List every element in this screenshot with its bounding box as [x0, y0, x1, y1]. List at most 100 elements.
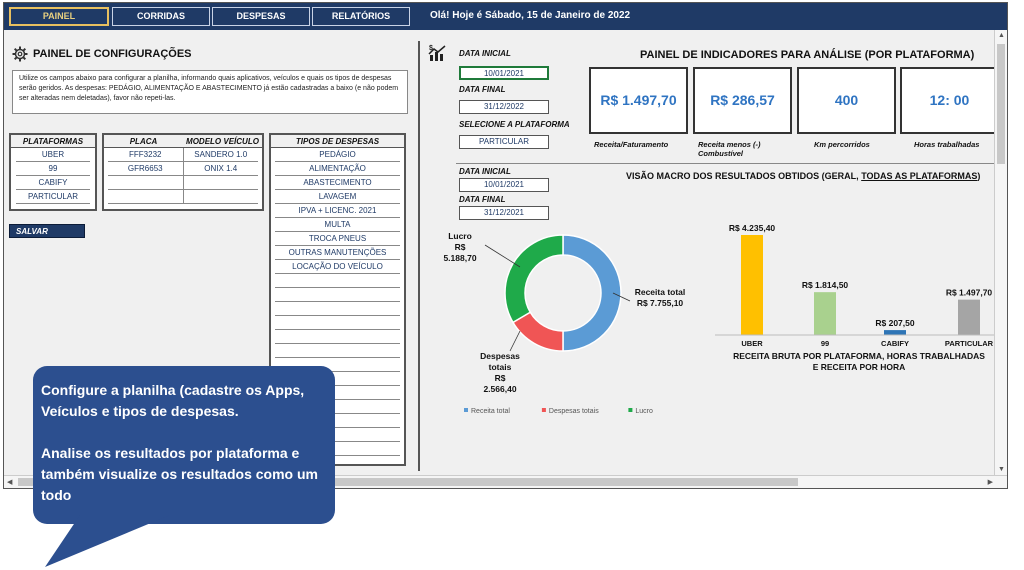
- expense-cell[interactable]: [275, 442, 400, 456]
- tab-despesas[interactable]: DESPESAS: [212, 7, 310, 26]
- model-cell[interactable]: [183, 176, 258, 190]
- expense-cell[interactable]: MULTA: [275, 218, 400, 232]
- platform-select[interactable]: PARTICULAR: [459, 135, 549, 149]
- macro-start-input[interactable]: 10/01/2021: [459, 178, 549, 192]
- donut-data-label: Receita total R$ 7.755,10: [635, 287, 686, 308]
- expense-cell[interactable]: [275, 428, 400, 442]
- legend-label: Despesas totais: [549, 408, 599, 415]
- kpi-receita: R$ 1.497,70: [589, 67, 688, 134]
- platform-cell[interactable]: UBER: [16, 148, 90, 162]
- filter-start-label: DATA INICIAL: [459, 49, 511, 58]
- legend-swatch: [541, 408, 546, 412]
- leader-line: [509, 330, 521, 352]
- legend-label: Receita total: [471, 408, 510, 415]
- config-description: Utilize os campos abaixo para configurar…: [12, 70, 408, 114]
- expense-cell[interactable]: ALIMENTAÇÃO: [275, 162, 400, 176]
- model-cell[interactable]: SANDERO 1.0: [183, 148, 258, 162]
- platform-cell[interactable]: PARTICULAR: [16, 190, 90, 204]
- scroll-right-icon[interactable]: ▶: [987, 479, 993, 486]
- scroll-down-icon[interactable]: ▼: [998, 466, 1005, 473]
- config-title: PAINEL DE CONFIGURAÇÕES: [33, 48, 192, 60]
- donut-data-label: Lucro R$ 5.188,70: [443, 231, 476, 263]
- expense-cell[interactable]: [275, 302, 400, 316]
- panel-divider: [418, 41, 420, 471]
- donut-chart: Receita total R$ 7.755,10 Despesas totais R$…: [443, 231, 686, 415]
- expense-cell[interactable]: [275, 330, 400, 344]
- expense-cell[interactable]: OUTRAS MANUTENÇÕES: [275, 246, 400, 260]
- kpi-km: 400: [797, 67, 896, 134]
- expense-cell[interactable]: IPVA + LICENC. 2021: [275, 204, 400, 218]
- bar: [814, 292, 836, 335]
- expense-cell[interactable]: [275, 414, 400, 428]
- model-cell[interactable]: ONIX 1.4: [183, 162, 258, 176]
- expense-cell[interactable]: [275, 386, 400, 400]
- kpi-caption: Km percorridos: [814, 140, 870, 149]
- legend-label: Lucro: [635, 408, 653, 415]
- bar-value-label: R$ 1.497,70: [946, 288, 993, 298]
- macro-start-label: DATA INICIAL: [459, 167, 511, 176]
- callout-line1: Configure a planilha (cadastre os Apps, …: [41, 382, 305, 419]
- legend-swatch: [464, 408, 468, 412]
- vertical-scrollbar[interactable]: ▲ ▼: [994, 30, 1007, 475]
- bar-category-label: 99: [821, 339, 829, 348]
- platform-cell[interactable]: CABIFY: [16, 176, 90, 190]
- expense-cell[interactable]: [275, 274, 400, 288]
- platforms-header: PLATAFORMAS: [11, 135, 95, 148]
- bar-chart-xlabel: RECEITA BRUTA POR PLATAFORMA, HORAS TRAB…: [733, 351, 985, 372]
- expense-cell[interactable]: TROCA PNEUS: [275, 232, 400, 246]
- kpi-caption: Horas trabalhadas: [914, 140, 980, 149]
- expense-cell[interactable]: [275, 400, 400, 414]
- expense-cell[interactable]: [275, 358, 400, 372]
- gear-icon: [12, 46, 28, 62]
- platforms-table: PLATAFORMAS UBER 99 CABIFY PARTICULAR: [9, 133, 97, 211]
- kpi-receita-menos-combustivel: R$ 286,57: [693, 67, 792, 134]
- scroll-left-icon[interactable]: ◀: [7, 479, 13, 486]
- expense-cell[interactable]: ABASTECIMENTO: [275, 176, 400, 190]
- expense-cell[interactable]: [275, 288, 400, 302]
- bar-value-label: R$ 207,50: [875, 318, 914, 328]
- bar: [741, 235, 763, 335]
- plate-cell[interactable]: FFF3232: [108, 148, 184, 162]
- kpi-horas: 12: 00: [900, 67, 999, 134]
- platform-cell[interactable]: 99: [16, 162, 90, 176]
- callout-bubble: Configure a planilha (cadastre os Apps, …: [33, 366, 335, 524]
- tab-relatorios[interactable]: RELATÓRIOS: [312, 7, 410, 26]
- macro-title: VISÃO MACRO DOS RESULTADOS OBTIDOS (GERA…: [626, 171, 981, 181]
- plate-cell[interactable]: [108, 190, 184, 204]
- chart-dollar-icon: $: [428, 45, 446, 61]
- leader-line: [484, 244, 521, 268]
- expenses-header: TIPOS DE DESPESAS: [271, 135, 404, 148]
- save-button[interactable]: SALVAR: [9, 224, 85, 238]
- tab-painel[interactable]: PAINEL: [9, 7, 109, 26]
- expense-cell[interactable]: [275, 316, 400, 330]
- kpi-caption: Receita/Faturamento: [594, 140, 669, 149]
- scroll-up-icon[interactable]: ▲: [998, 32, 1005, 39]
- kpi-caption: Receita menos (-) Combustível: [698, 140, 761, 158]
- bar: [884, 330, 906, 335]
- plate-cell[interactable]: [108, 176, 184, 190]
- model-cell[interactable]: [183, 190, 258, 204]
- filter-start-input[interactable]: 10/01/2021: [459, 66, 549, 80]
- filter-end-input[interactable]: 31/12/2022: [459, 100, 549, 114]
- callout-tail: [45, 515, 170, 567]
- expense-cell[interactable]: [275, 372, 400, 386]
- expense-cell[interactable]: LOCAÇÃO DO VEÍCULO: [275, 260, 400, 274]
- bar: [958, 299, 980, 335]
- tab-corridas[interactable]: CORRIDAS: [112, 7, 210, 26]
- plate-cell[interactable]: GFR6653: [108, 162, 184, 176]
- leader-line: [612, 292, 631, 302]
- expense-cell[interactable]: LAVAGEM: [275, 190, 400, 204]
- section-divider: [456, 163, 996, 164]
- bar-chart: R$ 4.235,40 UBER R$ 1.814,50 99 R$ 207,50 CAB…: [715, 223, 1003, 372]
- callout-line2: Analise os resultados por plataforma e t…: [41, 445, 318, 503]
- expense-cell[interactable]: [275, 344, 400, 358]
- bar-value-label: R$ 4.235,40: [729, 223, 776, 233]
- vehicles-table: PLACA MODELO VEÍCULO FFF3232 SANDERO 1.0…: [102, 133, 264, 211]
- scroll-thumb[interactable]: [997, 44, 1005, 164]
- expense-cell[interactable]: PEDÁGIO: [275, 148, 400, 162]
- bar-category-label: UBER: [741, 339, 763, 348]
- svg-text:$: $: [429, 45, 433, 52]
- scroll-thumb[interactable]: [18, 478, 798, 486]
- macro-end-input[interactable]: 31/12/2021: [459, 206, 549, 220]
- donut-slice: [562, 234, 622, 352]
